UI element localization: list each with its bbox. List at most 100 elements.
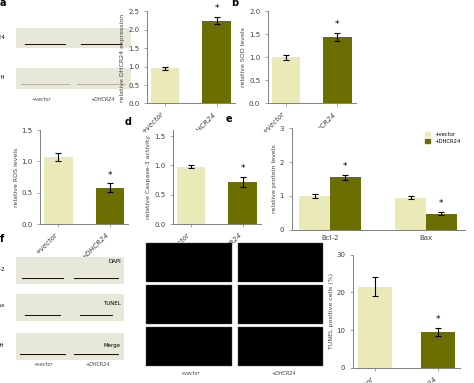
Text: f: f — [0, 234, 4, 244]
Bar — [81, 44, 122, 45]
Bar — [25, 315, 62, 316]
Bar — [330, 177, 361, 230]
Bar — [25, 315, 62, 316]
Bar — [25, 44, 66, 45]
Bar — [25, 315, 62, 316]
Bar — [81, 44, 122, 45]
Text: TUNEL: TUNEL — [103, 301, 121, 306]
Bar — [25, 44, 66, 45]
Bar — [73, 354, 119, 355]
Bar — [80, 315, 113, 316]
Bar — [16, 28, 131, 48]
Bar — [25, 44, 66, 45]
Bar — [16, 333, 124, 360]
Bar — [20, 354, 66, 355]
Bar — [81, 44, 122, 45]
Bar — [73, 354, 119, 355]
Bar — [25, 44, 66, 45]
Text: GAPDH: GAPDH — [0, 75, 6, 80]
Bar — [22, 278, 64, 279]
Bar — [20, 354, 66, 355]
Bar — [22, 278, 64, 279]
Bar — [20, 354, 66, 355]
Text: Merge: Merge — [104, 343, 121, 348]
Bar — [73, 354, 119, 355]
Bar — [80, 315, 113, 316]
Bar — [80, 315, 113, 316]
Bar — [22, 278, 64, 279]
Bar — [81, 44, 122, 45]
Bar — [25, 315, 62, 316]
Bar — [25, 315, 62, 316]
Bar — [81, 44, 122, 45]
Bar — [25, 44, 66, 45]
Bar — [22, 279, 64, 280]
Bar — [81, 44, 122, 45]
Bar — [81, 44, 122, 45]
Bar — [73, 278, 119, 279]
Bar — [25, 44, 66, 45]
Bar — [73, 278, 119, 279]
Bar — [73, 279, 119, 280]
Bar — [22, 279, 64, 280]
Bar — [237, 243, 323, 282]
Bar — [20, 354, 66, 355]
Bar — [44, 157, 73, 224]
Bar — [73, 354, 119, 355]
Bar — [20, 354, 66, 355]
Text: +vector: +vector — [34, 362, 53, 367]
Bar — [80, 315, 113, 316]
Bar — [81, 44, 122, 45]
Bar — [73, 354, 119, 355]
Bar — [73, 278, 119, 279]
Text: DAPI: DAPI — [108, 259, 121, 264]
Bar — [22, 278, 64, 279]
Bar — [22, 278, 64, 279]
Bar — [81, 44, 122, 45]
Bar — [73, 279, 119, 280]
Text: *: * — [436, 314, 440, 324]
Bar — [20, 354, 66, 355]
Bar — [81, 44, 122, 45]
Text: +DHCR24: +DHCR24 — [91, 97, 115, 101]
Bar — [25, 315, 62, 316]
Bar — [81, 44, 122, 45]
Bar — [202, 21, 231, 103]
Bar — [25, 315, 62, 316]
Bar — [25, 44, 66, 45]
Bar — [25, 315, 62, 316]
Bar — [73, 279, 119, 280]
Bar — [25, 44, 66, 45]
Bar — [25, 44, 66, 45]
Bar — [22, 278, 64, 279]
Text: Bax: Bax — [0, 303, 5, 308]
Bar — [73, 278, 119, 279]
Bar — [80, 315, 113, 316]
Bar — [25, 44, 66, 45]
Bar — [73, 278, 119, 279]
Bar — [22, 278, 64, 279]
Bar — [80, 315, 113, 316]
Bar — [25, 44, 66, 45]
Bar — [73, 279, 119, 280]
Text: +DHCR24: +DHCR24 — [85, 362, 110, 367]
Bar — [22, 278, 64, 279]
Bar — [81, 44, 122, 45]
Bar — [177, 167, 205, 224]
Bar — [81, 44, 122, 45]
Text: *: * — [214, 4, 219, 13]
Y-axis label: relative protein levels: relative protein levels — [272, 145, 277, 213]
Bar — [81, 44, 122, 45]
Bar — [73, 278, 119, 279]
Bar — [81, 44, 122, 45]
Bar — [73, 354, 119, 355]
Bar — [20, 354, 66, 355]
Bar — [25, 44, 66, 45]
Bar — [73, 279, 119, 280]
Bar — [25, 44, 66, 45]
Bar — [80, 315, 113, 316]
Text: *: * — [108, 171, 112, 180]
Y-axis label: relative SOD levels: relative SOD levels — [241, 28, 246, 87]
Bar — [237, 285, 323, 324]
Text: b: b — [231, 0, 238, 8]
